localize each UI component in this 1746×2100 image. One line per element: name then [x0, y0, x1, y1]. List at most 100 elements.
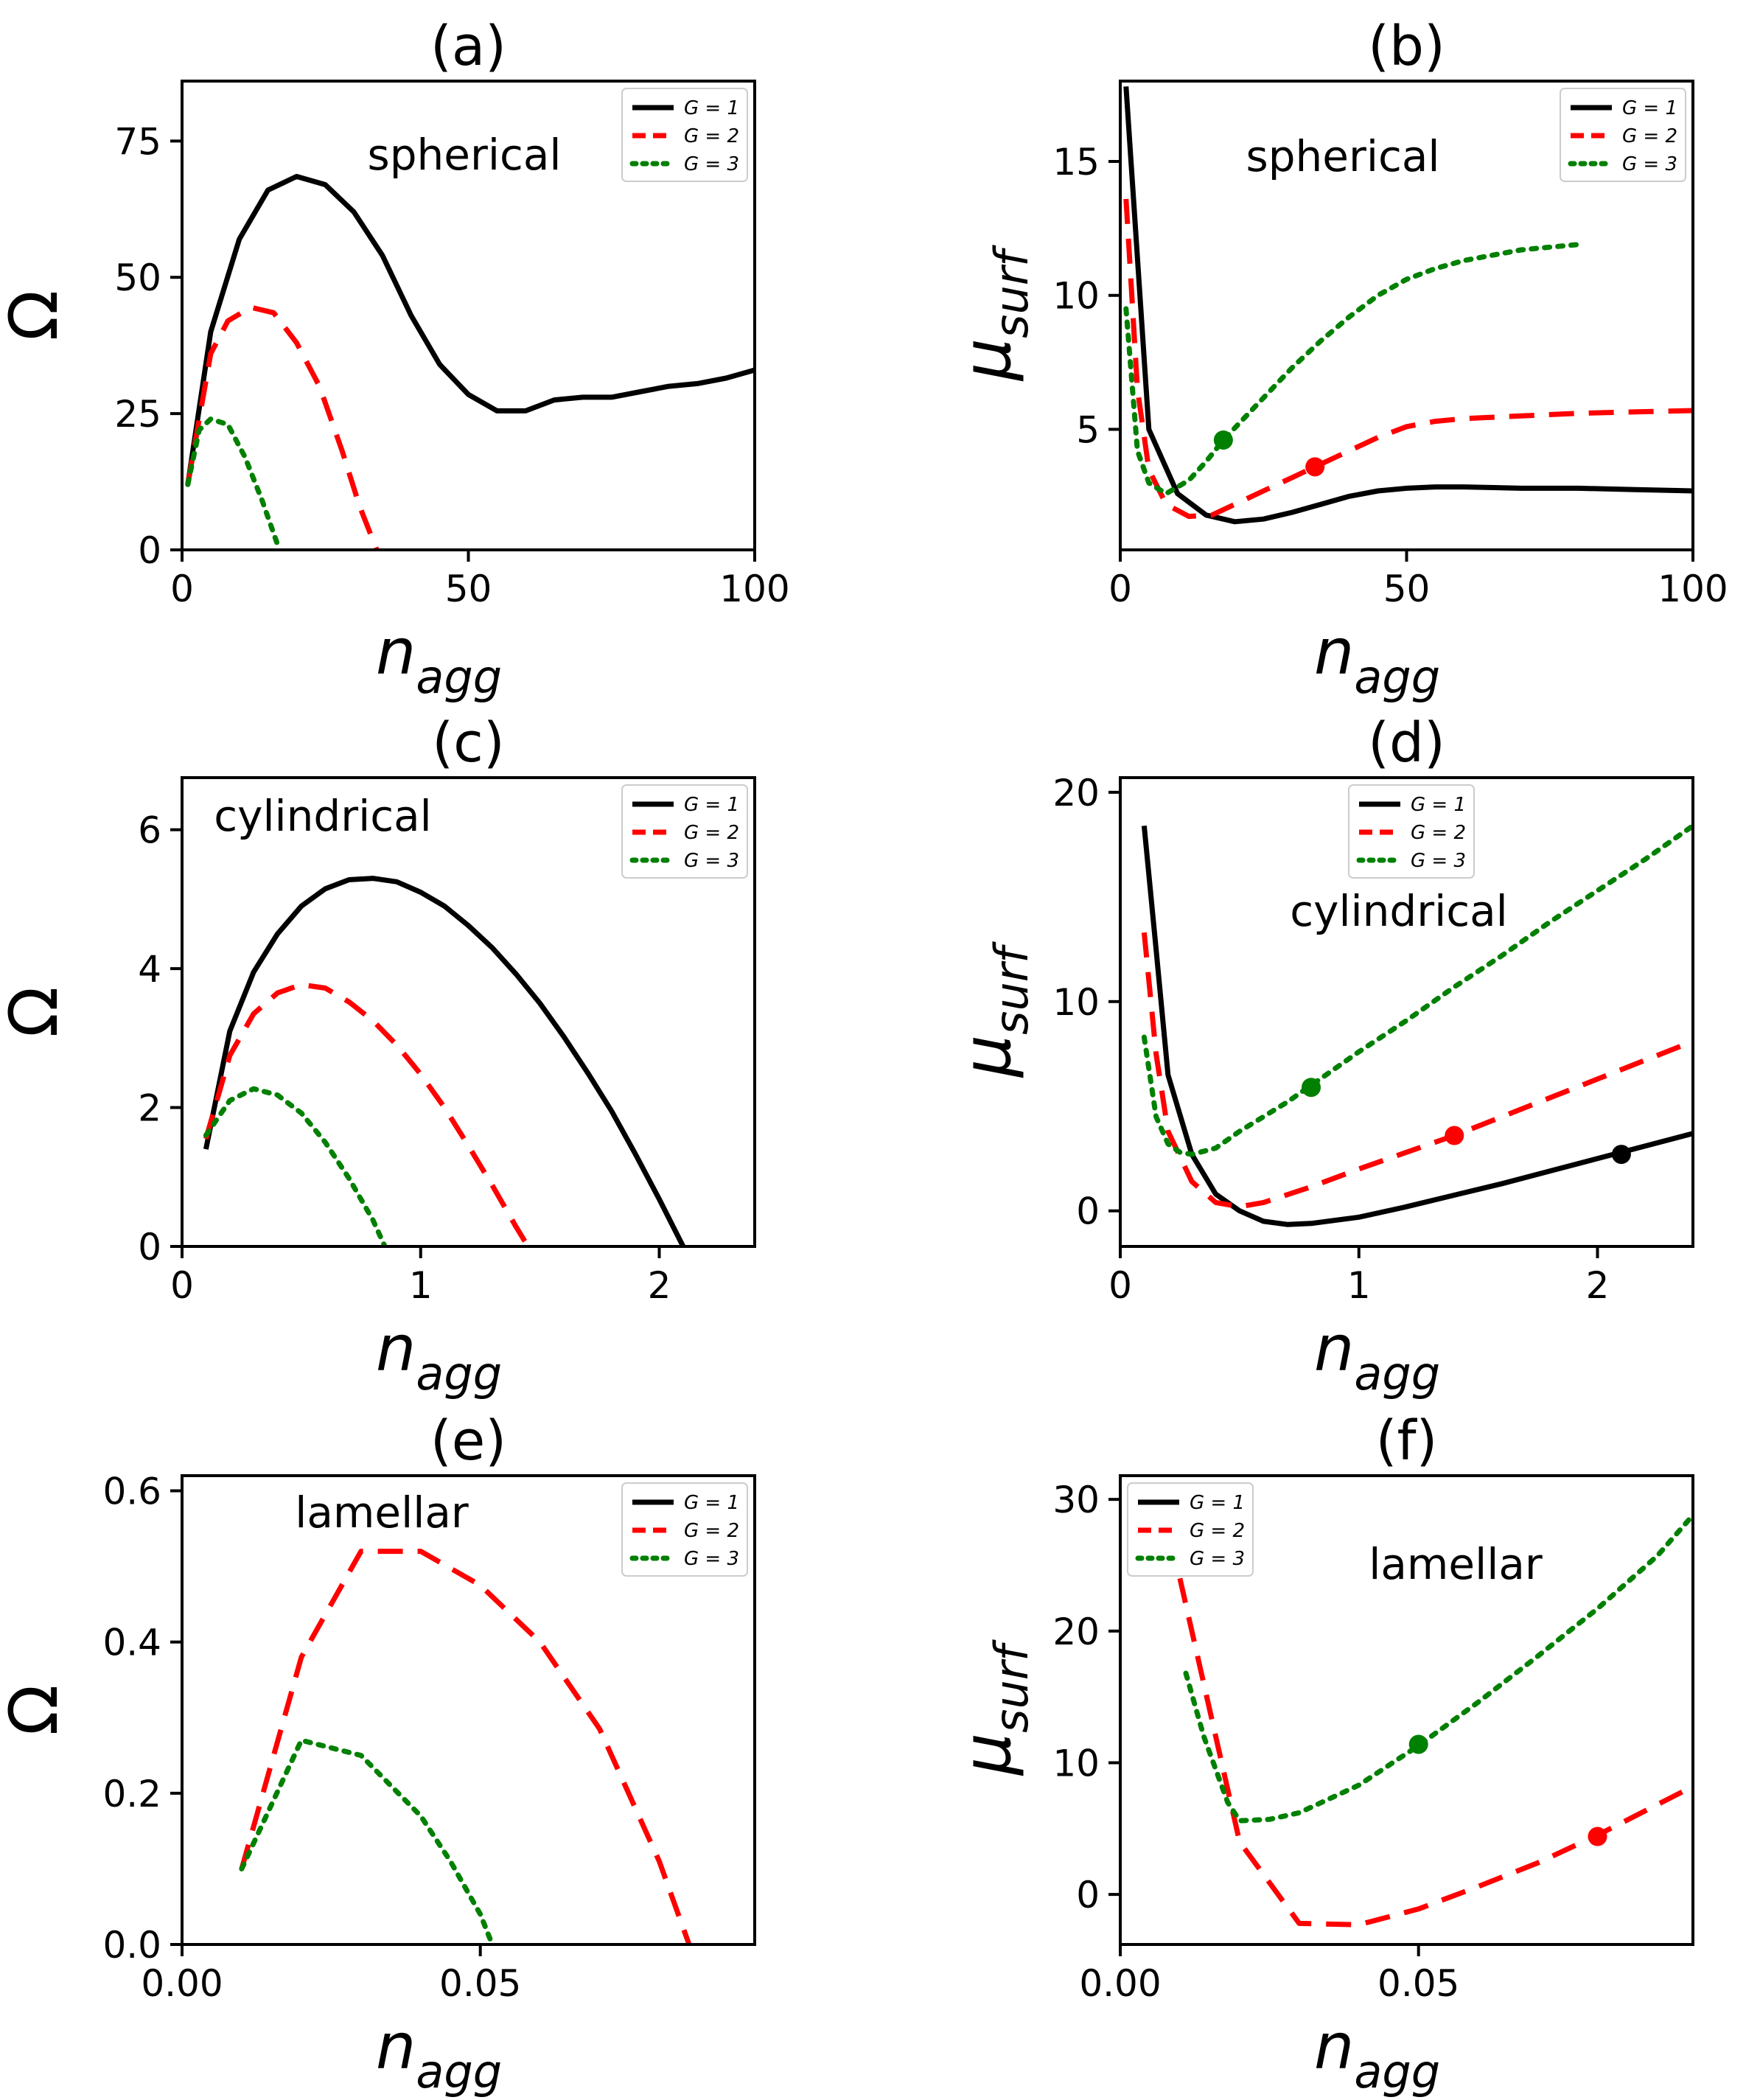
y-tick-label: 20 — [1052, 1611, 1100, 1653]
series-line-g2 — [185, 304, 380, 550]
panel-title: (b) — [1368, 15, 1445, 78]
legend-label-g2: G = 2 — [684, 822, 739, 844]
y-tick-label: 15 — [1052, 141, 1100, 184]
legend-label-g3: G = 3 — [684, 850, 739, 872]
axes-frame — [181, 776, 756, 1248]
legend-label-g1: G = 1 — [684, 1492, 739, 1514]
x-axis-label-sub: agg — [416, 1347, 502, 1400]
y-tick-label: 30 — [1052, 1479, 1100, 1521]
x-tick-label: 1 — [1347, 1264, 1371, 1307]
y-tick-label: 10 — [1052, 275, 1100, 318]
x-tick-label: 0 — [170, 1264, 194, 1307]
y-tick-label: 0 — [138, 1226, 161, 1269]
x-tick-label: 50 — [1383, 568, 1431, 610]
x-tick-label: 2 — [648, 1264, 671, 1307]
x-axis-label-main: n — [1314, 2010, 1355, 2084]
legend-label-g3: G = 3 — [1411, 850, 1466, 872]
x-axis-label: nagg — [1314, 1312, 1440, 1400]
y-tick-label: 25 — [114, 393, 161, 436]
marker-g3 — [1213, 430, 1233, 450]
series-line-g3 — [203, 1086, 388, 1246]
x-axis-label: nagg — [376, 2010, 502, 2099]
legend-label-g3: G = 3 — [1190, 1548, 1245, 1570]
legend-label-g1: G = 1 — [1622, 97, 1677, 119]
series-line-g1 — [1123, 86, 1693, 525]
series-line-g1 — [203, 876, 686, 1246]
series-line-g3 — [1123, 242, 1582, 497]
x-tick-label: 0.05 — [439, 1962, 521, 2005]
x-axis-label-main: n — [376, 2010, 416, 2084]
legend-label-g1: G = 1 — [684, 794, 739, 816]
legend-label-g2: G = 2 — [1411, 822, 1466, 844]
x-axis-label-sub: agg — [416, 2045, 502, 2099]
axes-frame — [1119, 1474, 1694, 1946]
y-axis-label: μsurf — [949, 941, 1038, 1078]
y-axis-label: Ω — [0, 1685, 73, 1736]
y-tick-label: 5 — [1076, 408, 1100, 451]
x-axis-label-sub: agg — [1354, 2045, 1440, 2099]
y-axis-label: μsurf — [949, 1639, 1038, 1776]
legend: G = 1 G = 2 G = 3 — [1348, 784, 1475, 879]
panel-title: (a) — [430, 15, 506, 78]
y-tick-label: 0.2 — [102, 1773, 161, 1815]
marker-g3 — [1302, 1078, 1321, 1098]
x-tick-label: 0.00 — [141, 1962, 223, 2005]
marker-g1 — [1611, 1145, 1631, 1165]
x-axis-label: nagg — [1314, 2010, 1440, 2099]
y-tick-label: 0 — [1076, 1190, 1100, 1233]
series-line-g2 — [1123, 198, 1693, 520]
y-axis-label: μsurf — [949, 245, 1038, 382]
y-tick-label: 2 — [138, 1087, 161, 1130]
panel-annotation: lamellar — [295, 1487, 469, 1538]
x-tick-label: 0 — [1108, 1264, 1132, 1307]
panel-f: (f) 0.00 0.05 0 10 20 30 nagg μsurf lamellar G = 1… — [949, 1409, 1694, 2099]
y-axis-label-sub: surf — [985, 245, 1038, 338]
series-lines — [1141, 823, 1693, 1227]
x-tick-label: 0.05 — [1377, 1962, 1459, 2005]
y-axis-label-main: μ — [949, 1733, 1026, 1776]
marker-g2 — [1305, 457, 1325, 477]
x-tick-label: 0 — [1108, 568, 1132, 610]
legend-box — [1348, 784, 1475, 879]
series-line-g2 — [203, 982, 531, 1246]
x-tick-label: 0 — [170, 568, 194, 610]
panel-title: (d) — [1368, 711, 1445, 775]
y-axis-label-main: μ — [949, 1035, 1026, 1078]
y-axis-label-main: μ — [949, 338, 1026, 382]
x-tick-label: 50 — [445, 568, 492, 610]
legend-label-g2: G = 2 — [1190, 1520, 1245, 1542]
y-tick-label: 20 — [1052, 772, 1100, 814]
x-axis-label-main: n — [1314, 1312, 1355, 1386]
panel-annotation: cylindrical — [1290, 886, 1508, 936]
y-axis-label-main: Ω — [0, 1685, 73, 1736]
y-axis-label-sub: surf — [985, 941, 1038, 1035]
x-axis-label: nagg — [376, 1312, 502, 1400]
y-tick-label: 0 — [1076, 1874, 1100, 1916]
marker-g3 — [1408, 1734, 1428, 1754]
series-lines — [203, 876, 686, 1246]
y-tick-label: 0.4 — [102, 1622, 161, 1664]
legend-label-g2: G = 2 — [684, 125, 739, 147]
x-axis-label-sub: agg — [1354, 1347, 1440, 1400]
legend-box — [1127, 1482, 1254, 1577]
y-tick-label: 50 — [114, 257, 161, 299]
y-tick-label: 4 — [138, 948, 161, 991]
series-line-g2 — [239, 1549, 692, 1944]
y-tick-label: 75 — [114, 120, 161, 163]
panel-title: (e) — [430, 1409, 506, 1473]
legend-box — [621, 1482, 748, 1577]
y-axis-label-sub: surf — [985, 1639, 1038, 1733]
series-lines — [1123, 86, 1693, 525]
series-line-g3 — [239, 1737, 495, 1944]
axes-frame — [181, 1474, 756, 1946]
legend-label-g3: G = 3 — [1622, 153, 1677, 175]
series-line-g3 — [185, 416, 282, 550]
x-tick-label: 2 — [1586, 1264, 1610, 1307]
series-lines — [239, 1549, 692, 1944]
legend-box — [1560, 88, 1686, 182]
panel-annotation: cylindrical — [214, 791, 432, 841]
y-tick-label: 6 — [138, 809, 161, 852]
